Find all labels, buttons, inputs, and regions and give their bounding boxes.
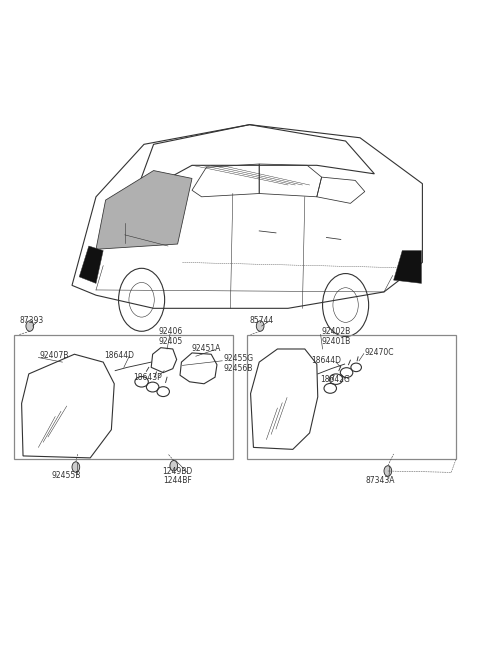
Text: 92406: 92406 bbox=[158, 327, 182, 337]
Circle shape bbox=[384, 466, 392, 476]
Text: 92402B: 92402B bbox=[322, 327, 351, 337]
Text: 92451A: 92451A bbox=[192, 344, 221, 354]
Text: 92455G: 92455G bbox=[223, 354, 253, 363]
Polygon shape bbox=[79, 246, 103, 283]
Circle shape bbox=[72, 462, 80, 472]
Bar bbox=[247, 335, 456, 459]
Text: 1249BD: 1249BD bbox=[162, 466, 193, 476]
Text: 87343A: 87343A bbox=[365, 476, 395, 485]
Bar bbox=[14, 335, 233, 459]
Text: 92401B: 92401B bbox=[322, 337, 351, 346]
Circle shape bbox=[26, 321, 34, 331]
Text: 18642G: 18642G bbox=[321, 375, 350, 384]
Circle shape bbox=[256, 321, 264, 331]
Text: 18644D: 18644D bbox=[311, 356, 341, 365]
Circle shape bbox=[170, 461, 178, 471]
Text: 87393: 87393 bbox=[19, 316, 44, 325]
Polygon shape bbox=[394, 251, 421, 283]
Text: 18643P: 18643P bbox=[133, 373, 162, 382]
Text: 92407B: 92407B bbox=[39, 351, 69, 360]
Text: 85744: 85744 bbox=[250, 316, 274, 325]
Text: 18644D: 18644D bbox=[105, 351, 134, 360]
Text: 92456B: 92456B bbox=[223, 363, 252, 373]
Text: 92455B: 92455B bbox=[51, 471, 81, 480]
Text: 92470C: 92470C bbox=[365, 348, 394, 358]
Text: 92405: 92405 bbox=[158, 337, 182, 346]
Polygon shape bbox=[96, 171, 192, 249]
Text: 1244BF: 1244BF bbox=[163, 476, 192, 485]
